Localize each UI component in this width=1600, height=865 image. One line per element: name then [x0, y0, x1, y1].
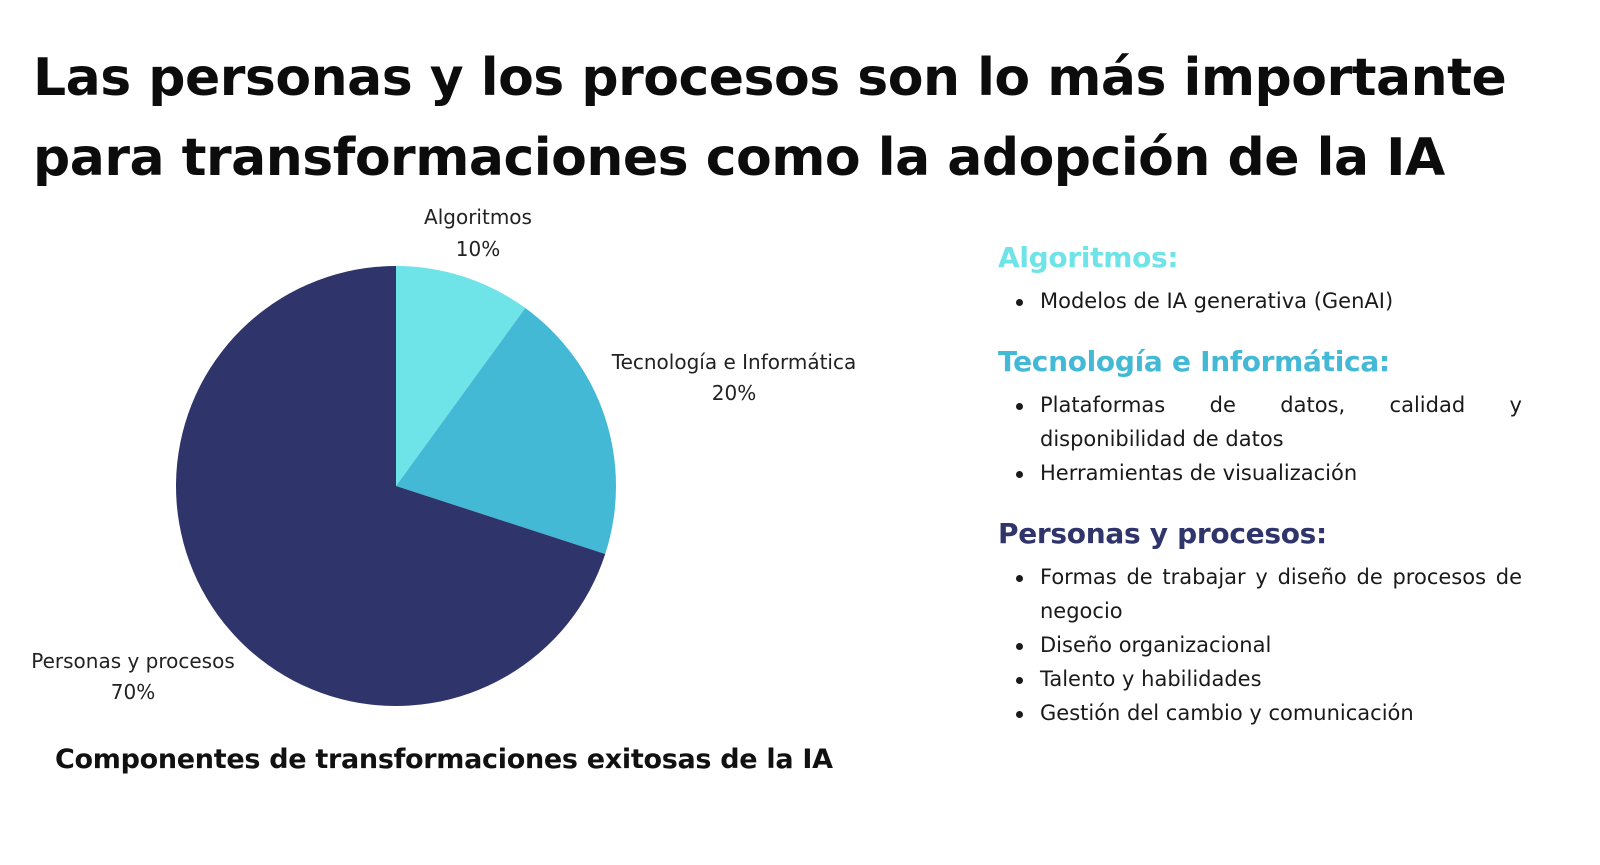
bullet-icon [1016, 471, 1023, 478]
legend-section-1: Algoritmos: Modelos de IA generativa (Gen… [998, 236, 1522, 318]
pie-slice-2 [396, 308, 616, 554]
bullet-icon [1016, 643, 1023, 650]
legend-heading-2: Tecnología e Informática: [998, 345, 1390, 378]
legend-list-3: Formas de trabajar y diseño de procesos … [998, 560, 1522, 730]
slice-label-1: Algoritmos [424, 205, 532, 229]
legend-section-3: Personas y procesos: Formas de trabajar y… [998, 512, 1522, 730]
list-item-text: Talento y habilidades [1040, 667, 1262, 691]
title-line-1: Las personas y los procesos son lo más i… [33, 48, 1507, 108]
slice-value-2: 20% [712, 381, 756, 405]
bullet-icon [1016, 711, 1023, 718]
list-item-text: Gestión del cambio y comunicación [1040, 701, 1414, 725]
legend-list-1: Modelos de IA generativa (GenAI) [998, 284, 1522, 318]
slice-value-3: 70% [111, 680, 155, 704]
title-line-2: para transformaciones como la adopción d… [33, 128, 1445, 188]
list-item: Modelos de IA generativa (GenAI) [998, 284, 1522, 318]
chart-title: Componentes de transformaciones exitosas… [55, 744, 833, 775]
page-title: Las personas y los procesos son lo más i… [33, 38, 1553, 198]
list-item: Gestión del cambio y comunicación [998, 696, 1522, 730]
list-item: Diseño organizacional [998, 628, 1522, 662]
list-item: Plataformas de datos, calidad y disponib… [998, 388, 1522, 456]
slice-label-2: Tecnología e Informática [611, 350, 856, 374]
bullet-icon [1016, 575, 1023, 582]
bullet-icon [1016, 403, 1023, 410]
pie-chart: Algoritmos 10% Tecnología e Informática 20%… [31, 205, 856, 706]
list-item: Herramientas de visualización [998, 456, 1522, 490]
bullet-icon [1016, 299, 1023, 306]
legend-section-2: Tecnología e Informática: Plataformas de … [998, 340, 1522, 490]
list-item-text: Formas de trabajar y diseño de procesos … [1040, 565, 1522, 623]
pie-slice-3 [175, 265, 606, 706]
list-item: Formas de trabajar y diseño de procesos … [998, 560, 1522, 628]
list-item: Talento y habilidades [998, 662, 1522, 696]
pie-slice-1 [396, 266, 526, 486]
slice-label-3: Personas y procesos [31, 649, 235, 673]
list-item-text: Herramientas de visualización [1040, 461, 1358, 485]
list-item-text: Modelos de IA generativa (GenAI) [1040, 289, 1394, 313]
legend-heading-3: Personas y procesos: [998, 517, 1327, 550]
bullet-icon [1016, 677, 1023, 684]
legend-heading-1: Algoritmos: [998, 241, 1179, 274]
legend-list-2: Plataformas de datos, calidad y disponib… [998, 388, 1522, 490]
legend-panel: Algoritmos: Modelos de IA generativa (Gen… [998, 236, 1522, 752]
list-item-text: Plataformas de datos, calidad y disponib… [1040, 393, 1522, 451]
slice-value-1: 10% [456, 237, 500, 261]
list-item-text: Diseño organizacional [1040, 633, 1272, 657]
